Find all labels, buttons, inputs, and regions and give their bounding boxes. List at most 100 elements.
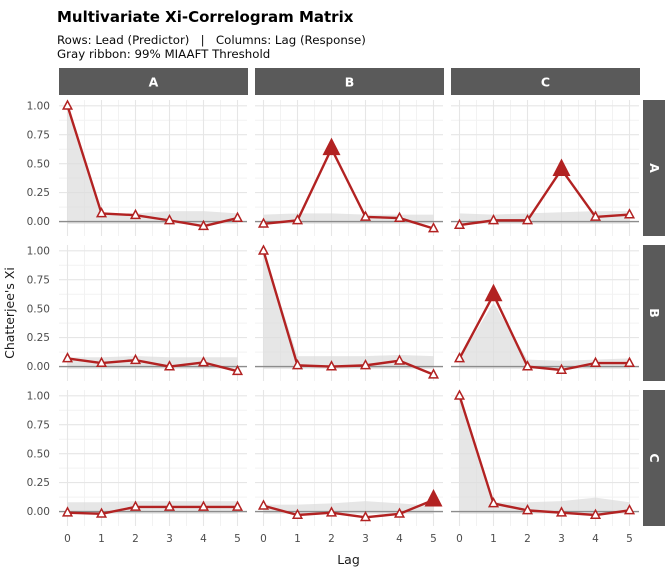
threshold-ribbon — [263, 501, 434, 514]
marker-open — [95, 507, 108, 518]
xi-line — [458, 168, 631, 227]
x-tick-label: 1 — [98, 533, 105, 545]
x-tick-label: 2 — [132, 533, 139, 545]
row-strip-B: B — [643, 245, 665, 381]
marker-open — [589, 508, 602, 519]
y-axis-title: Chatterjee's Xi — [2, 267, 17, 359]
xi-line — [458, 293, 631, 372]
row-strip-label: C — [647, 453, 662, 462]
panel-C-A — [59, 390, 247, 526]
marker-open — [555, 363, 568, 374]
marker-open — [555, 506, 568, 517]
y-tick-label: 1.00 — [27, 390, 50, 402]
marker-open — [257, 244, 270, 255]
marker-open — [623, 356, 636, 368]
y-tick-label: 0.25 — [27, 477, 50, 489]
marker-open — [487, 497, 500, 508]
threshold-ribbon — [459, 395, 630, 514]
threshold-ribbon — [459, 302, 630, 369]
panel-B-C — [451, 245, 639, 381]
y-tick-label: 1.00 — [27, 100, 50, 112]
x-tick-label: 0 — [260, 533, 267, 545]
marker-open — [61, 352, 74, 363]
xi-line — [262, 498, 435, 519]
col-strip-A: A — [59, 68, 248, 95]
y-tick-label: 0.75 — [27, 419, 50, 431]
panel-A-B — [255, 100, 443, 236]
x-tick-label: 1 — [294, 533, 301, 545]
marker-open — [163, 360, 176, 371]
marker-open — [61, 506, 74, 517]
marker-open — [521, 503, 534, 515]
panel-C-B — [255, 390, 443, 526]
marker-open — [359, 210, 372, 221]
xi-line — [458, 394, 631, 517]
col-strip-label: B — [345, 75, 355, 90]
marker-open — [197, 500, 210, 511]
panel-B-A — [59, 245, 247, 381]
y-tick-label: 0.25 — [27, 332, 50, 344]
marker-open — [487, 213, 500, 225]
chart-title: Multivariate Xi-Correlogram Matrix — [57, 8, 354, 26]
marker-open — [623, 503, 636, 515]
x-tick-label: 4 — [592, 533, 599, 545]
y-tick-label: 0.00 — [27, 506, 50, 518]
xi-line — [262, 147, 435, 230]
marker-open — [231, 211, 244, 223]
x-tick-label: 5 — [234, 533, 241, 545]
marker-significant — [424, 488, 443, 507]
marker-open — [257, 499, 270, 510]
threshold-ribbon — [67, 105, 238, 224]
y-tick-label: 0.00 — [27, 216, 50, 228]
y-tick-label: 0.50 — [27, 303, 50, 315]
marker-open — [129, 208, 142, 220]
row-strip-C: C — [643, 390, 665, 526]
marker-open — [427, 368, 440, 379]
y-tick-label: 1.00 — [27, 245, 50, 257]
marker-open — [95, 207, 108, 218]
marker-open — [231, 500, 244, 511]
x-tick-label: 3 — [558, 533, 565, 545]
col-strip-label: A — [149, 75, 159, 90]
marker-open — [521, 213, 534, 225]
marker-open — [453, 389, 466, 400]
y-tick-label: 0.00 — [27, 361, 50, 373]
marker-open — [427, 222, 440, 233]
y-tick-label: 0.75 — [27, 274, 50, 286]
marker-open — [623, 208, 636, 219]
figure-header: Multivariate Xi-Correlogram Matrix Rows:… — [0, 0, 672, 61]
marker-open — [393, 211, 406, 223]
marker-open — [359, 358, 372, 370]
x-tick-label: 0 — [64, 533, 71, 545]
y-tick-label: 0.75 — [27, 129, 50, 141]
facet-grid-plot: A B C A B C 1.00 0.75 0.50 0.25 0.00 1.00 0.75 0.50 0.… — [2, 68, 665, 567]
row-strip-label: A — [647, 163, 662, 173]
marker-open — [129, 353, 142, 365]
marker-open — [325, 360, 338, 371]
panel-B-B — [255, 244, 443, 381]
xi-line — [66, 357, 239, 373]
marker-open — [291, 508, 304, 519]
marker-significant — [484, 283, 503, 302]
marker-open — [231, 364, 244, 376]
marker-open — [359, 510, 372, 522]
chart-subtitle-line2: Gray ribbon: 99% MIAAFT Threshold — [57, 47, 271, 61]
col-strip-label: C — [541, 75, 550, 90]
marker-open — [129, 500, 142, 511]
x-tick-label: 0 — [456, 533, 463, 545]
marker-open — [325, 506, 338, 517]
y-tick-label: 0.50 — [27, 448, 50, 460]
panel-A-A — [59, 99, 247, 236]
x-tick-label: 5 — [430, 533, 437, 545]
x-tick-label: 2 — [328, 533, 335, 545]
xi-line — [66, 104, 239, 228]
x-tick-label: 4 — [200, 533, 207, 545]
marker-open — [197, 356, 210, 367]
marker-open — [197, 219, 210, 231]
col-strip-B: B — [255, 68, 444, 95]
marker-significant — [552, 158, 571, 176]
x-tick-label: 3 — [166, 533, 173, 545]
marker-open — [453, 352, 466, 363]
panel-C-C — [451, 389, 639, 526]
xi-line — [66, 505, 239, 516]
